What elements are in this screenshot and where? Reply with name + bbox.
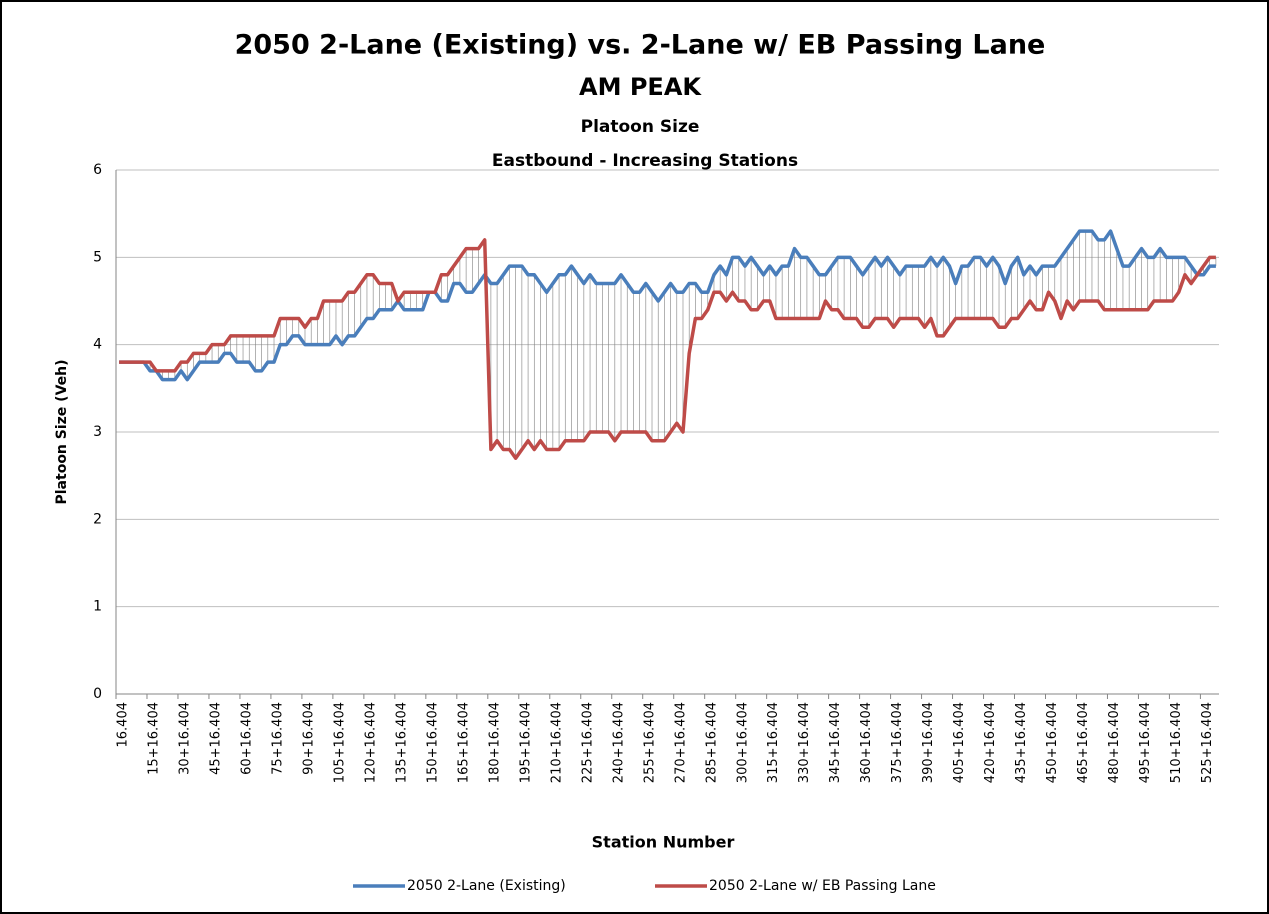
x-tick-label: 525+16.404 [1200, 702, 1215, 783]
y-axis-label: Platoon Size (Veh) [54, 359, 70, 504]
x-tick-label: 420+16.404 [983, 702, 998, 783]
x-tick-label: 225+16.404 [580, 702, 595, 783]
series-line [119, 238, 1216, 460]
y-tick-label: 0 [93, 686, 102, 702]
x-tick-label: 300+16.404 [735, 702, 750, 783]
x-tick-label: 135+16.404 [394, 702, 409, 783]
series-line [119, 229, 1216, 382]
x-tick-label: 150+16.404 [425, 702, 440, 783]
x-tick-label: 405+16.404 [952, 702, 967, 783]
x-tick-label: 16.404 [116, 702, 131, 748]
chart-subtitle: AM PEAK [579, 73, 702, 101]
x-tick-label: 285+16.404 [704, 702, 719, 783]
x-tick-label: 75+16.404 [271, 702, 286, 775]
x-tick-label: 90+16.404 [301, 702, 316, 775]
x-tick-label: 255+16.404 [642, 702, 657, 783]
x-tick-label: 330+16.404 [797, 702, 812, 783]
x-tick-label: 195+16.404 [518, 702, 533, 783]
x-tick-label: 210+16.404 [549, 702, 564, 783]
x-tick-label: 375+16.404 [890, 702, 905, 783]
x-tick-label: 120+16.404 [363, 702, 378, 783]
x-tick-label: 435+16.404 [1014, 702, 1029, 783]
y-tick-label: 1 [93, 599, 102, 615]
x-tick-label: 60+16.404 [240, 702, 255, 775]
x-tick-label: 510+16.404 [1169, 702, 1184, 783]
x-tick-label: 345+16.404 [828, 702, 843, 783]
x-axis-label: Station Number [592, 833, 735, 852]
x-tick-label: 495+16.404 [1138, 702, 1153, 783]
chart-subtitle: Platoon Size [581, 117, 700, 137]
legend-label: 2050 2-Lane (Existing) [407, 878, 566, 894]
x-tick-label: 180+16.404 [487, 702, 502, 783]
y-tick-label: 6 [93, 162, 102, 178]
y-tick-label: 5 [93, 249, 102, 265]
x-tick-label: 240+16.404 [611, 702, 626, 783]
x-tick-label: 165+16.404 [456, 702, 471, 783]
y-tick-label: 3 [93, 424, 102, 440]
chart-title: 2050 2-Lane (Existing) vs. 2-Lane w/ EB … [235, 30, 1046, 61]
x-tick-label: 270+16.404 [673, 702, 688, 783]
x-tick-label: 450+16.404 [1045, 702, 1060, 783]
legend-label: 2050 2-Lane w/ EB Passing Lane [709, 878, 936, 894]
chart-subtitle: Eastbound - Increasing Stations [492, 151, 798, 171]
x-tick-label: 30+16.404 [178, 702, 193, 775]
x-tick-label: 465+16.404 [1076, 702, 1091, 783]
x-tick-label: 105+16.404 [332, 702, 347, 783]
x-tick-label: 480+16.404 [1107, 702, 1122, 783]
y-tick-label: 4 [93, 337, 102, 353]
x-tick-label: 45+16.404 [209, 702, 224, 775]
x-tick-label: 15+16.404 [147, 702, 162, 775]
x-tick-label: 390+16.404 [921, 702, 936, 783]
x-tick-label: 360+16.404 [859, 702, 874, 783]
x-tick-label: 315+16.404 [766, 702, 781, 783]
y-tick-label: 2 [93, 511, 102, 527]
